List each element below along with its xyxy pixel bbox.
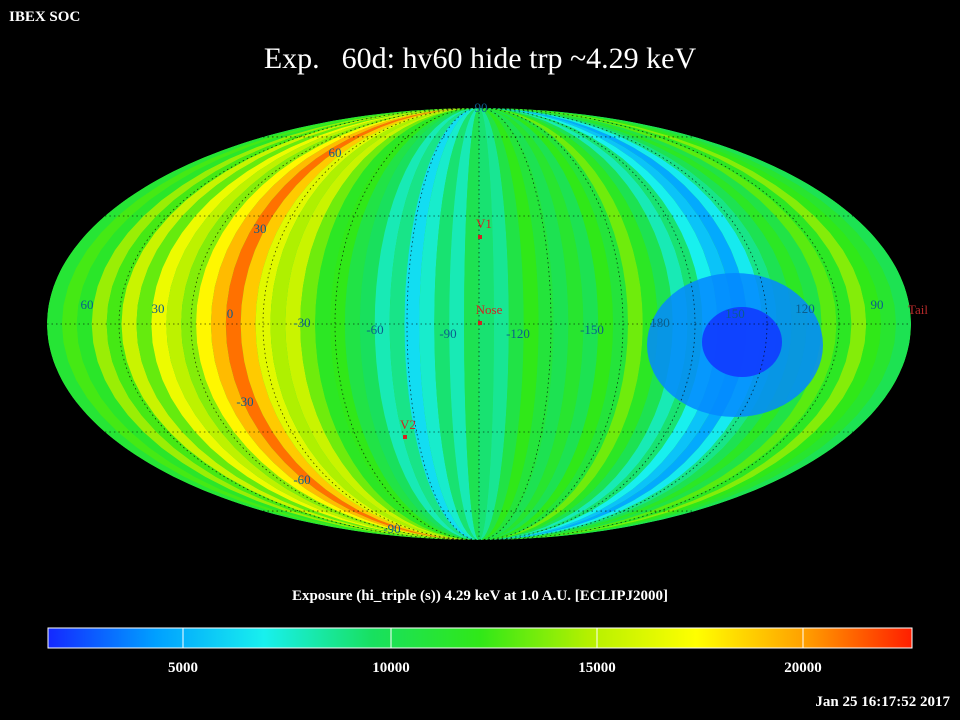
graticule [47,107,911,541]
longitude-label: 0 [227,306,234,321]
marker-dot [478,321,482,325]
latitude-label: 90 [475,100,488,115]
longitude-label: 90 [871,297,884,312]
colorbar-caption: Exposure (hi_triple (s)) 4.29 keV at 1.0… [291,588,669,604]
longitude-label: 180 [650,315,670,330]
title-main: 60d: hv60 hide trp ~4.29 keV [341,42,697,75]
marker-label: Tail [908,302,928,317]
grid-labels: 60 30 0 -30 -60 -90 -120 -150 180 150 120 90 90 60 30 -… [81,100,884,536]
marker-label: V2 [400,417,416,432]
longitude-label: -90 [439,326,456,341]
longitude-label: 60 [81,297,94,312]
latitude-label: -60 [293,472,310,487]
latitude-label: 30 [254,221,267,236]
latitude-label: -90 [383,521,400,536]
exposure-band [479,108,494,540]
colorbar-tick: 20000 [784,660,822,676]
colorbar [47,627,913,649]
colorbar-tick: 10000 [372,660,410,676]
colorbar-tick-labels: 5000 10000 15000 20000 [0,660,960,680]
latitude-label: 60 [329,145,342,160]
latitude-label: -30 [236,394,253,409]
map-title: Exp. 60d: hv60 hide trp ~4.29 keV [0,42,960,76]
marker-label: V1 [476,216,492,231]
marker-label: Nose [476,302,503,317]
exposure-band [434,108,479,540]
title-prefix: Exp. [263,42,320,75]
colorbar-tick: 15000 [578,660,616,676]
longitude-label: -150 [580,322,604,337]
exposure-band [404,108,479,540]
markers: V1 Nose V2 Tail [400,216,928,439]
longitude-label: 120 [795,301,815,316]
colorbar-ticks-marks [182,628,804,648]
longitude-label: 150 [725,306,745,321]
marker-dot [478,235,482,239]
exposure-band [374,108,479,540]
exposure-band [479,108,584,540]
longitude-label: -30 [293,315,310,330]
timestamp: Jan 25 16:17:52 2017 [815,694,950,710]
longitude-label: -120 [506,326,530,341]
colorbar-tick: 5000 [168,660,198,676]
low-exposure-core [702,307,782,377]
exposure-band [479,108,524,540]
marker-dot [403,435,407,439]
longitude-label: -60 [366,322,383,337]
longitude-label: 30 [152,301,165,316]
exposure-band [479,108,554,540]
app-label: IBEX SOC [9,9,81,25]
